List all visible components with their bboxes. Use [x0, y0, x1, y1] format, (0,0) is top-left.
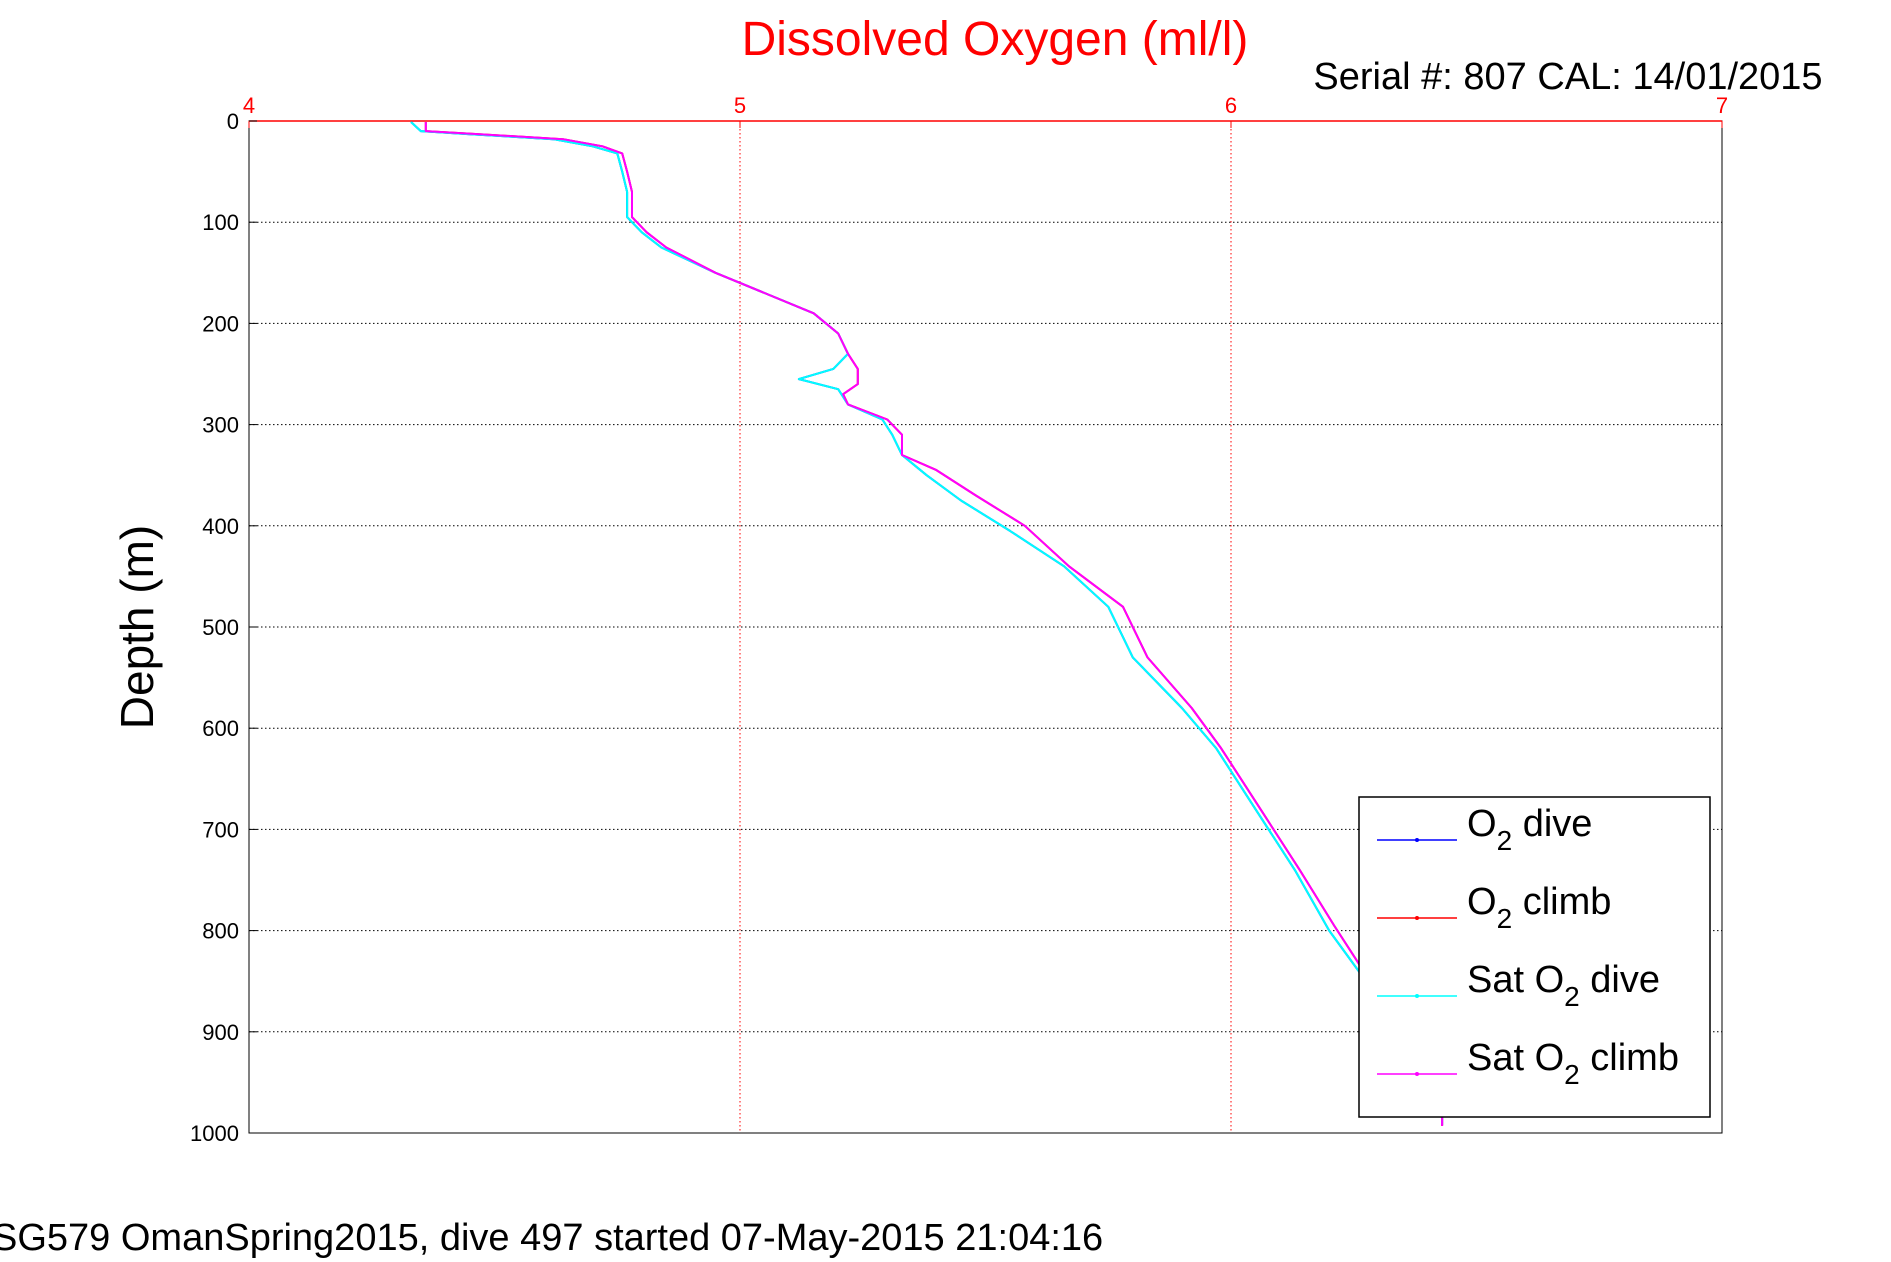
x-tick-label: 4 [243, 93, 255, 118]
y-tick-label: 700 [202, 817, 239, 842]
y-tick-label: 900 [202, 1020, 239, 1045]
x-tick-label: 5 [734, 93, 746, 118]
x-tick-label: 7 [1716, 93, 1728, 118]
y-tick-label: 100 [202, 210, 239, 235]
grid-layer [249, 121, 1723, 1133]
legend-label-1: O2 dive [1467, 803, 1592, 856]
dive-info-footer: SG579 OmanSpring2015, dive 497 started 0… [0, 1217, 1103, 1259]
legend-label-2: O2 climb [1467, 881, 1611, 934]
serial-cal-label: Serial #: 807 CAL: 14/01/2015 [1313, 56, 1822, 98]
legend-label-3: Sat O2 dive [1467, 959, 1660, 1012]
y-tick-label: 500 [202, 615, 239, 640]
tick-layer: 4 5 6 7 0 100 200 300 400 500 600 700 800 900 1000 [190, 93, 1728, 1146]
y-tick-label: 800 [202, 919, 239, 944]
legend-label-4: Sat O2 climb [1467, 1037, 1679, 1090]
series-line-4 [424, 122, 1444, 1126]
y-tick-label: 600 [202, 716, 239, 741]
legend-marker-3 [1415, 994, 1419, 998]
y-tick-label: 0 [227, 109, 239, 134]
legend-box [1358, 796, 1711, 1118]
y-tick-label: 1000 [190, 1121, 239, 1146]
legend-marker-2 [1415, 916, 1419, 920]
legend-marker-1 [1415, 838, 1419, 842]
y-tick-label: 400 [202, 514, 239, 539]
legend-marker-4 [1415, 1072, 1419, 1076]
y-tick-label: 200 [202, 311, 239, 336]
x-tick-label: 6 [1225, 93, 1237, 118]
y-tick-label: 300 [202, 413, 239, 438]
legend: O2 dive O2 climb Sat O2 dive Sat O2 climb [1358, 796, 1711, 1118]
chart-title: Dissolved Oxygen (ml/l) [742, 13, 1249, 66]
y-axis-label: Depth (m) [111, 525, 163, 729]
series-layer [410, 121, 1444, 1126]
